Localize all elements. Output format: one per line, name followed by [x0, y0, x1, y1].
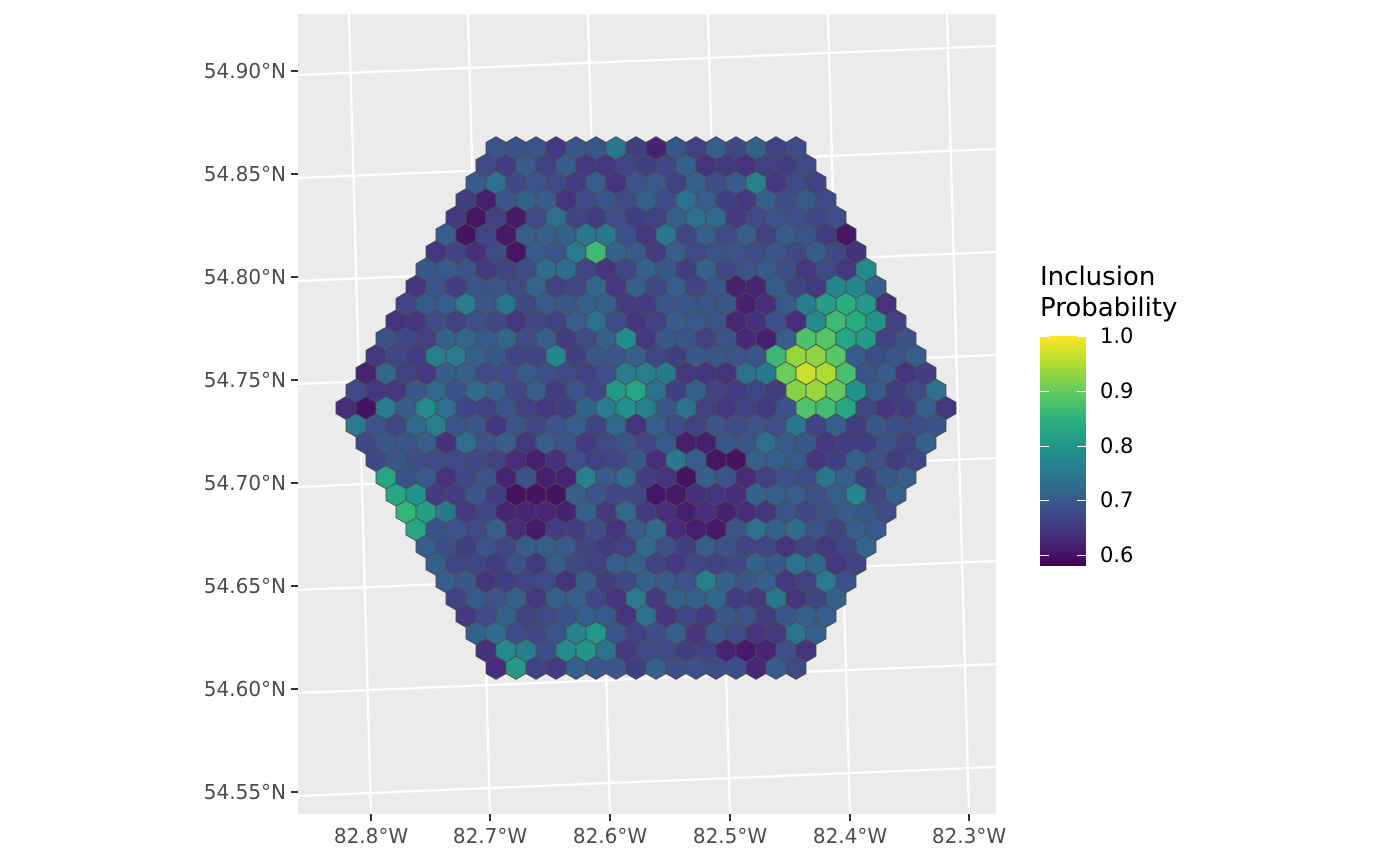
x-tick-label: 82.5°W [693, 824, 768, 848]
legend-tick-mark [1040, 390, 1049, 392]
legend-tick-label: 0.7 [1100, 488, 1134, 513]
legend-tick-mark [1077, 555, 1086, 557]
legend-tick-label: 1.0 [1100, 324, 1134, 348]
legend-tick-mark [1040, 445, 1049, 447]
y-tick-label: 54.55°N [204, 780, 286, 804]
legend-tick-label: 0.8 [1100, 433, 1134, 458]
y-tick-label: 54.70°N [204, 471, 286, 495]
longitude-gridline [945, 13, 971, 815]
legend-colorbar [1040, 336, 1086, 566]
legend-tick-mark [1040, 336, 1049, 337]
x-tick-label: 82.7°W [453, 824, 528, 848]
x-tick-label: 82.8°W [334, 824, 409, 848]
legend-tick-mark [1077, 390, 1086, 392]
legend-tick-mark [1040, 555, 1049, 557]
x-tick-label: 82.4°W [813, 824, 888, 848]
latitude-gridline [297, 765, 997, 798]
axis-ticks: 54.55°N 54.60°N 54.65°N 54.70°N 54.75°N 54.80… [204, 59, 1007, 848]
legend-tick-mark [1077, 445, 1086, 447]
legend-title: Inclusion Probability [1040, 262, 1177, 324]
hexagon-cells [335, 136, 957, 680]
y-tick-label: 54.60°N [204, 677, 286, 701]
y-tick-label: 54.90°N [204, 59, 286, 83]
x-tick-label: 82.6°W [573, 824, 648, 848]
y-tick-label: 54.65°N [204, 574, 286, 598]
y-tick-label: 54.85°N [204, 162, 286, 186]
legend-tick-mark [1040, 500, 1049, 502]
legend-title-line1: Inclusion [1040, 262, 1156, 292]
y-tick-label: 54.80°N [204, 265, 286, 289]
legend-tick-mark [1077, 500, 1086, 502]
legend-tick-label: 0.9 [1100, 378, 1134, 403]
legend-title-line2: Probability [1040, 293, 1178, 323]
x-tick-label: 82.3°W [932, 824, 1007, 848]
y-tick-label: 54.75°N [204, 368, 286, 392]
hexagon-cell [785, 655, 807, 680]
latitude-gridline [297, 44, 997, 77]
legend-tick-label: 0.6 [1100, 543, 1134, 568]
latitude-gridline [297, 662, 997, 695]
legend-tick-mark [1077, 336, 1086, 337]
